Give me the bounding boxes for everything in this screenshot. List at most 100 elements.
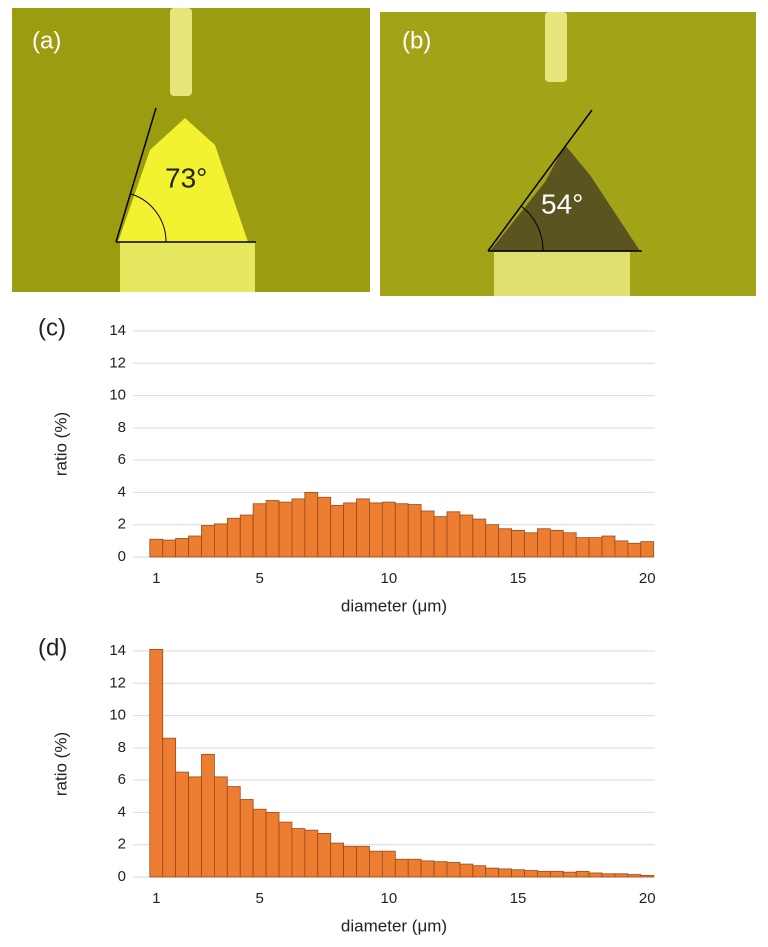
bar [278,821,293,878]
bar [420,510,435,558]
panel-label: (a) [32,27,61,54]
x-tick-label: 10 [380,890,397,907]
bar [239,514,254,558]
bar [459,514,474,558]
bar [226,786,241,878]
bar [330,842,345,878]
bar [549,870,564,878]
bar [614,873,629,878]
bar [588,537,603,558]
bar [252,503,267,558]
y-tick-label: 0 [118,548,126,565]
bar [343,845,357,878]
stage [120,242,255,292]
panel-label: (b) [402,27,431,54]
y-tick-label: 4 [118,483,126,500]
bar [524,532,538,558]
nozzle [170,8,192,96]
bar [407,858,422,878]
bar [524,870,538,878]
bar [291,498,306,558]
bar [188,535,202,558]
bar [149,538,164,558]
bar [356,498,370,558]
bar [446,862,461,878]
panel-label: (c) [38,314,66,341]
bar [562,871,577,878]
angle-line [115,107,157,243]
photo-b: (b) 54° [380,12,756,296]
nozzle [545,12,567,82]
bar [330,504,345,558]
bar [317,833,332,878]
bar [575,537,590,558]
bar [614,540,629,558]
angle-arc [130,193,167,243]
bar [175,771,189,878]
x-tick-label: 10 [380,570,397,587]
angle-arc [520,205,544,252]
bar [369,502,383,558]
y-tick-label: 6 [118,451,126,468]
bar [317,496,332,558]
y-tick-label: 10 [109,387,126,404]
bar [239,799,254,878]
bar [304,829,319,878]
bar [420,860,435,878]
bar [640,874,655,878]
bar [343,502,357,558]
bar [485,867,500,878]
bar [472,518,487,558]
bar [407,504,422,558]
y-tick-label: 6 [118,771,126,788]
bar [511,529,525,558]
y-tick-label: 10 [109,707,126,724]
bar [265,500,280,558]
bar [537,870,551,878]
bar [226,517,241,558]
stage [494,252,630,296]
bar [381,501,396,558]
bar [201,753,215,878]
bar [640,541,655,558]
bar [549,529,564,558]
bar [446,511,461,558]
y-axis-label: ratio (%) [51,732,70,796]
y-tick-label: 0 [118,868,126,885]
bar [265,812,280,878]
powder-pile [118,118,248,242]
bar [381,850,396,878]
bar [472,865,487,878]
x-tick-label: 15 [510,890,527,907]
y-axis-label: ratio (%) [51,412,70,476]
y-tick-label: 12 [109,674,126,691]
powder-pile [490,145,640,251]
bar [201,525,215,558]
bar [162,737,177,878]
x-tick-label: 5 [255,890,263,907]
y-tick-label: 14 [109,322,126,339]
bar [175,538,189,558]
y-tick-label: 4 [118,803,126,820]
bar [511,869,525,878]
bar [162,539,177,558]
x-tick-label: 20 [639,570,656,587]
bar [394,503,409,558]
y-tick-label: 8 [118,739,126,756]
bar [627,874,642,878]
bar [627,542,642,558]
bar [575,870,590,878]
bar [485,524,500,558]
angle-line [487,109,593,252]
bar [356,845,370,878]
x-axis-label: diameter (μm) [341,916,447,935]
x-tick-label: 20 [639,890,656,907]
x-tick-label: 5 [255,570,263,587]
bar [498,868,512,878]
bar [498,528,512,558]
x-axis-label: diameter (μm) [341,596,447,615]
panel-label: (d) [38,634,67,661]
x-tick-label: 1 [152,570,160,587]
y-tick-label: 12 [109,354,126,371]
